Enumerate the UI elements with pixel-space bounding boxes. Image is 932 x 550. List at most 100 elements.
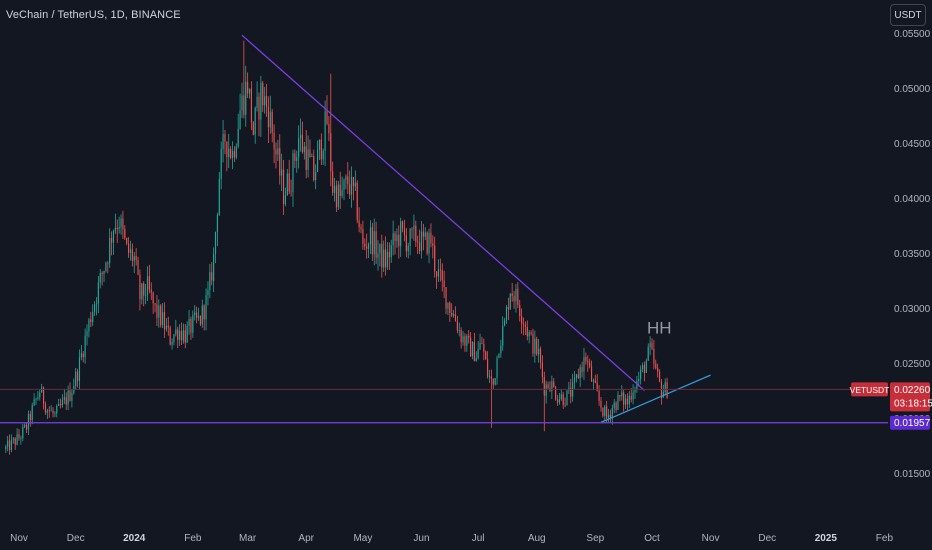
- candle-body: [392, 233, 394, 246]
- candle: [141, 282, 143, 305]
- candle-body: [10, 439, 13, 451]
- candle-body: [169, 327, 171, 345]
- x-tick-label: Aug: [528, 533, 546, 544]
- candles-layer: [5, 40, 668, 455]
- candle-body: [539, 348, 542, 363]
- candle: [407, 242, 409, 259]
- candle-body: [201, 305, 203, 325]
- candle-body: [303, 146, 305, 153]
- price-labels-layer: VETUSDT 0.02260 03:18:15 0.01957: [850, 382, 932, 430]
- candle: [528, 330, 530, 344]
- y-tick-label: 0.03000: [894, 304, 931, 315]
- candle-body: [640, 369, 642, 380]
- candle-body: [555, 387, 557, 400]
- candle-body: [224, 133, 226, 142]
- candle: [451, 303, 453, 318]
- candle-body: [247, 81, 249, 94]
- candle: [88, 317, 90, 338]
- y-tick-label: 0.05500: [894, 29, 931, 40]
- candle-body: [524, 324, 526, 327]
- candle-body: [199, 315, 201, 325]
- candle: [262, 80, 264, 112]
- candle: [477, 340, 479, 360]
- candle: [409, 228, 411, 256]
- candle-body: [54, 413, 56, 415]
- candle: [48, 406, 50, 418]
- candle-body: [184, 330, 186, 343]
- candle: [619, 394, 621, 402]
- candle: [194, 305, 196, 321]
- candle-body: [602, 407, 604, 416]
- candle: [462, 331, 464, 346]
- candle: [420, 221, 423, 259]
- candle-body: [367, 244, 370, 249]
- candle: [335, 180, 338, 212]
- candle: [86, 324, 88, 346]
- candle-body: [439, 269, 441, 271]
- x-tick-label: Nov: [702, 533, 720, 544]
- x-tick-label: Apr: [298, 533, 314, 544]
- candle: [8, 434, 11, 455]
- candle: [201, 299, 203, 328]
- x-tick-label: Feb: [876, 533, 894, 544]
- candle: [281, 153, 283, 192]
- candle-body: [220, 149, 222, 180]
- candle: [470, 332, 472, 357]
- candle-body: [305, 146, 307, 170]
- candle-body: [315, 172, 317, 180]
- candle: [137, 256, 139, 276]
- candle-body: [496, 357, 498, 379]
- candle-body: [59, 403, 62, 406]
- candle: [449, 301, 451, 322]
- candle: [624, 394, 627, 409]
- candle-body: [69, 390, 71, 401]
- candle-body: [288, 173, 290, 192]
- candle: [197, 307, 200, 321]
- candle: [213, 247, 215, 293]
- candle-body: [590, 366, 593, 382]
- currency-button[interactable]: USDT: [890, 4, 926, 26]
- candle: [129, 240, 132, 261]
- candle-body: [126, 238, 128, 244]
- candle: [549, 381, 551, 393]
- candle-body: [254, 107, 256, 135]
- candle-body: [632, 392, 634, 400]
- candle-body: [430, 232, 432, 244]
- candle: [496, 355, 498, 385]
- candle: [279, 134, 281, 185]
- candle-body: [154, 303, 156, 305]
- candle: [76, 368, 79, 388]
- candle: [589, 358, 591, 369]
- candle: [585, 352, 587, 365]
- candle: [199, 315, 201, 327]
- candle-body: [451, 312, 453, 316]
- candle: [218, 171, 220, 216]
- candle-body: [666, 382, 668, 399]
- candle-body: [99, 272, 101, 283]
- candle-body: [218, 179, 220, 216]
- candle: [439, 258, 441, 282]
- candle: [373, 218, 375, 266]
- y-axis: 0.05500 0.05000 0.04500 0.04000 0.03500 0.030…: [894, 29, 931, 480]
- candle: [437, 259, 440, 282]
- candle: [316, 140, 319, 173]
- candle: [555, 385, 557, 401]
- candle-body: [105, 262, 107, 271]
- candle: [247, 72, 249, 98]
- candle-body: [343, 179, 345, 190]
- candle-body: [611, 407, 613, 418]
- candle: [58, 398, 60, 407]
- candle: [507, 297, 509, 321]
- candle: [366, 233, 368, 259]
- candle: [626, 393, 629, 411]
- candle-body: [337, 184, 339, 208]
- candle: [609, 409, 612, 423]
- candle-body: [167, 325, 169, 328]
- candle-body: [362, 229, 364, 244]
- candle: [12, 437, 14, 444]
- candle-body: [545, 384, 547, 396]
- candle-body: [436, 271, 438, 277]
- candle-body: [581, 367, 583, 372]
